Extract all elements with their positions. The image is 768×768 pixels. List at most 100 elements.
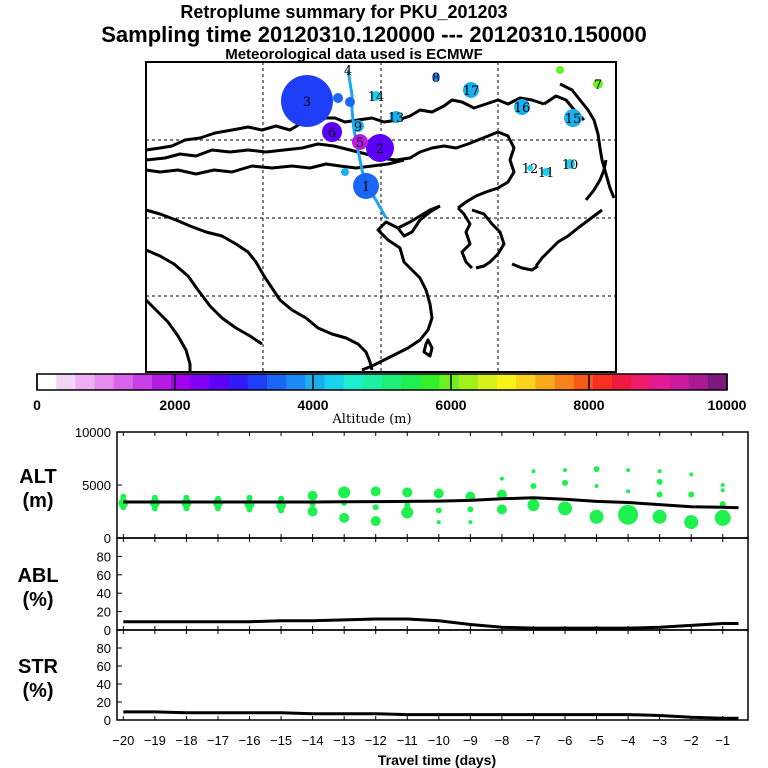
alt-cluster-point	[563, 468, 568, 473]
y-tick-label: 40	[97, 677, 111, 692]
plume-label-7: 7	[594, 78, 602, 93]
alt-cluster-point	[338, 486, 351, 499]
plume-label-5: 5	[356, 136, 364, 151]
alt-cluster-point	[496, 504, 507, 515]
plume-cluster-12	[527, 165, 533, 171]
x-tick-label: −20	[112, 733, 134, 748]
y-tick-label: 0	[104, 531, 111, 546]
alt-cluster-point	[467, 506, 474, 513]
colorbar-cell	[209, 374, 230, 390]
plume-cluster-blob	[556, 66, 564, 74]
alt-cluster-point	[246, 506, 253, 513]
alt-cluster-point	[530, 483, 537, 490]
abl-ylabel: ABL	[17, 565, 58, 587]
colorbar-cell	[247, 374, 268, 390]
alt-cluster-point	[151, 505, 158, 512]
colorbar-cell	[401, 374, 421, 390]
colorbar-cell	[650, 374, 670, 390]
x-tick-label: −2	[684, 733, 699, 748]
plume-label-10: 10	[562, 158, 579, 173]
alt-cluster-point	[499, 476, 504, 481]
alt-cluster-point	[246, 494, 253, 501]
plume-label-17: 17	[463, 84, 480, 99]
colorbar-cell	[75, 374, 95, 390]
alt-cluster-point	[656, 478, 663, 485]
x-tick-label: −17	[207, 733, 229, 748]
alt-cluster-point	[404, 502, 411, 509]
colorbar-cell	[305, 374, 325, 390]
alt-cluster-point	[372, 504, 379, 511]
alt-cluster-point	[589, 509, 604, 524]
plume-cluster-13	[390, 111, 402, 123]
colorbar-label: 4000	[297, 397, 328, 413]
x-tick-label: −1	[715, 733, 730, 748]
alt-cluster-point	[307, 506, 318, 517]
plume-label-14: 14	[368, 90, 385, 105]
y-tick-label: 0	[104, 623, 111, 638]
x-tick-label: −8	[494, 733, 509, 748]
plume-cluster-8	[432, 73, 440, 81]
alt-cluster-point	[370, 516, 381, 527]
colorbar-cell	[420, 374, 440, 390]
alt-cluster-point	[370, 486, 381, 497]
alt-cluster-point	[626, 468, 631, 473]
alt-cluster-point	[278, 507, 285, 514]
x-tick-label: −10	[428, 733, 450, 748]
y-tick-label: 5000	[82, 478, 111, 493]
plume-label-12: 12	[522, 162, 539, 177]
alt-cluster-point	[656, 491, 663, 498]
plume-label-2: 2	[376, 142, 384, 157]
x-tick-label: −16	[238, 733, 260, 748]
plume-cluster-14	[371, 91, 381, 101]
plume-cluster-2	[366, 134, 394, 162]
colorbar-axis-title: Altitude (m)	[331, 412, 411, 427]
x-tick-label: −13	[333, 733, 355, 748]
travel-time-axis: −20 −19 −18 −17 −16 −15 −14 −13 −12 −11 −10 −9 −8 −7 −…	[112, 733, 730, 768]
colorbar-cell	[497, 374, 517, 390]
y-tick-label: 80	[97, 549, 111, 564]
x-tick-label: −5	[589, 733, 604, 748]
colorbar-cell	[56, 374, 76, 390]
alt-cluster-point	[435, 507, 442, 514]
alt-cluster-point	[120, 504, 127, 511]
plume-cluster-3	[281, 75, 333, 127]
plume-cluster-blob	[345, 97, 355, 107]
colorbar-cell	[343, 374, 364, 390]
alt-cluster-point	[278, 495, 285, 502]
colorbar-cell	[669, 374, 690, 390]
y-tick-label: 60	[97, 568, 111, 583]
altitude-colorbar: 0 2000 4000 6000 8000 10000 Altitude (m)	[33, 373, 747, 427]
alt-cluster-point	[618, 504, 639, 525]
colorbar-cell	[688, 374, 709, 390]
alt-cluster-point	[626, 489, 631, 494]
x-tick-label: −18	[175, 733, 197, 748]
y-tick-label: 20	[97, 695, 111, 710]
abl-ylabel-unit: (%)	[22, 589, 53, 611]
colorbar-label: 0	[33, 397, 41, 413]
alt-cluster-point	[689, 472, 694, 477]
colorbar-cell	[94, 374, 115, 390]
colorbar-label: 6000	[435, 397, 466, 413]
alt-ylabel: ALT	[19, 466, 56, 488]
colorbar-cell	[439, 374, 460, 390]
alt-ylabel-unit: (m)	[22, 490, 53, 512]
met-data-note: Meteorological data used is ECMWF	[225, 46, 483, 63]
alt-cluster-point	[496, 489, 507, 500]
colorbar-cell	[267, 374, 287, 390]
alt-cluster-point	[720, 483, 725, 487]
alt-cluster-point	[436, 520, 441, 525]
colorbar-cell	[228, 374, 249, 390]
x-tick-label: −4	[621, 733, 636, 748]
colorbar-label: 8000	[573, 397, 604, 413]
y-tick-label: 80	[97, 641, 111, 656]
alt-cluster-point	[657, 469, 662, 474]
plume-label-11: 11	[538, 166, 555, 181]
x-axis-title: Travel time (days)	[378, 752, 496, 768]
colorbar-cell	[286, 374, 306, 390]
str-ylabel-unit: (%)	[22, 680, 53, 702]
plume-cluster-blob	[333, 93, 343, 103]
y-tick-label: 0	[104, 713, 111, 728]
colorbar-cell	[477, 374, 498, 390]
